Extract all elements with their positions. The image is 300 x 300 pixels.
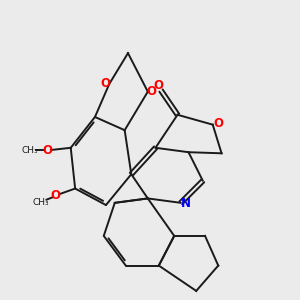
Text: O: O [214, 116, 224, 130]
Text: O: O [153, 80, 164, 92]
Text: O: O [100, 77, 110, 91]
Text: N: N [181, 197, 191, 210]
Text: CH₃: CH₃ [32, 198, 49, 207]
Text: O: O [50, 189, 60, 202]
Text: O: O [147, 85, 157, 98]
Text: CH₃: CH₃ [21, 146, 38, 154]
Text: O: O [42, 143, 52, 157]
